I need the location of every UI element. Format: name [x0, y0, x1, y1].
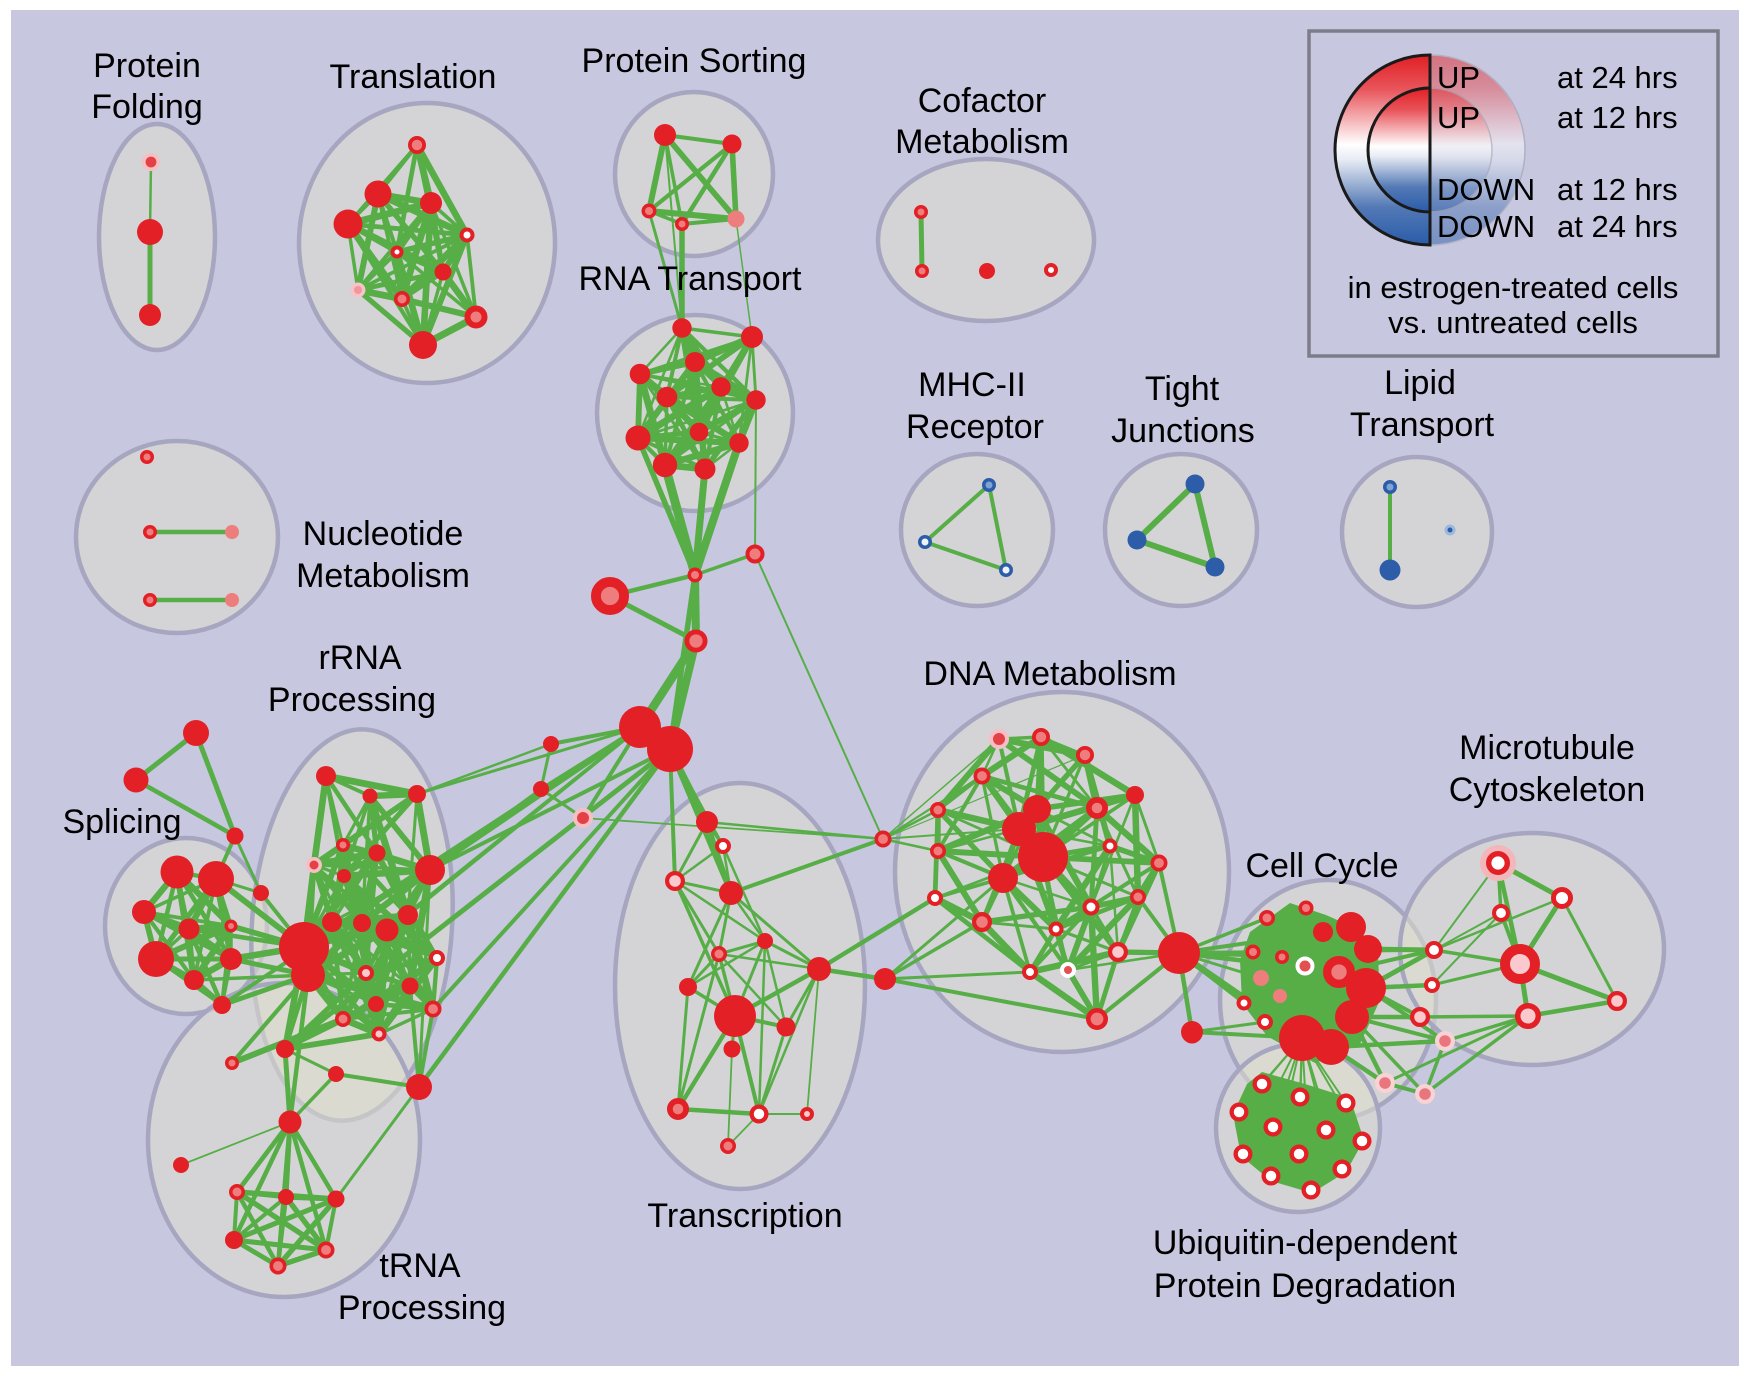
svg-text:MHC-II: MHC-II — [918, 366, 1026, 404]
svg-text:in estrogen-treated cells: in estrogen-treated cells — [1348, 270, 1679, 305]
svg-text:Receptor: Receptor — [906, 408, 1044, 446]
svg-text:UP: UP — [1437, 60, 1480, 95]
svg-text:Cofactor: Cofactor — [918, 82, 1047, 120]
svg-text:UP: UP — [1437, 100, 1480, 135]
svg-text:Cytoskeleton: Cytoskeleton — [1449, 771, 1646, 809]
svg-text:DOWN: DOWN — [1437, 172, 1535, 207]
svg-text:Protein Degradation: Protein Degradation — [1154, 1267, 1456, 1305]
svg-text:vs. untreated cells: vs. untreated cells — [1388, 305, 1638, 340]
svg-text:Metabolism: Metabolism — [296, 557, 470, 595]
svg-text:Tight: Tight — [1145, 370, 1220, 408]
svg-text:Protein: Protein — [93, 47, 201, 85]
svg-text:DOWN: DOWN — [1437, 209, 1535, 244]
svg-text:Metabolism: Metabolism — [895, 123, 1069, 161]
svg-text:Folding: Folding — [91, 88, 203, 126]
svg-text:Protein Sorting: Protein Sorting — [582, 42, 807, 80]
svg-text:Lipid: Lipid — [1384, 364, 1456, 402]
svg-text:tRNA: tRNA — [379, 1247, 461, 1285]
svg-text:Processing: Processing — [338, 1289, 506, 1327]
svg-text:Translation: Translation — [330, 58, 497, 96]
svg-text:Junctions: Junctions — [1111, 412, 1255, 450]
svg-text:at 24 hrs: at 24 hrs — [1557, 209, 1678, 244]
svg-text:Splicing: Splicing — [62, 803, 181, 841]
svg-text:RNA Transport: RNA Transport — [579, 260, 803, 298]
svg-text:Processing: Processing — [268, 681, 436, 719]
svg-text:at 12 hrs: at 12 hrs — [1557, 100, 1678, 135]
svg-text:Microtubule: Microtubule — [1459, 729, 1635, 767]
svg-text:DNA Metabolism: DNA Metabolism — [923, 655, 1176, 693]
svg-text:rRNA: rRNA — [318, 639, 401, 677]
svg-text:Ubiquitin-dependent: Ubiquitin-dependent — [1153, 1224, 1458, 1262]
svg-text:at 24 hrs: at 24 hrs — [1557, 60, 1678, 95]
svg-text:Cell Cycle: Cell Cycle — [1245, 847, 1398, 885]
svg-text:at 12 hrs: at 12 hrs — [1557, 172, 1678, 207]
svg-text:Transcription: Transcription — [647, 1197, 842, 1235]
svg-text:Transport: Transport — [1350, 406, 1495, 444]
svg-text:Nucleotide: Nucleotide — [303, 515, 464, 553]
